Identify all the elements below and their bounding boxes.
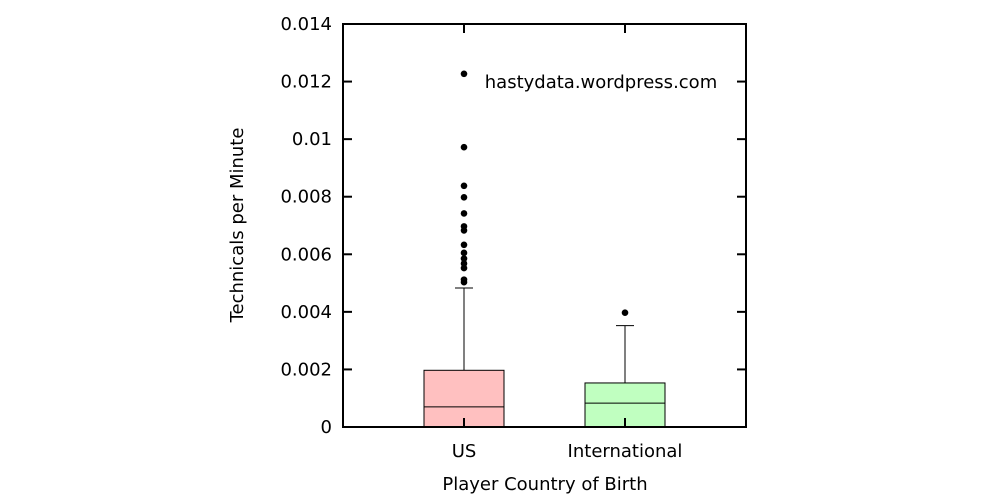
box-iqr: [423, 369, 505, 428]
outlier-point: [460, 223, 468, 230]
outlier-point: [460, 260, 468, 267]
plot-border: [342, 23, 747, 428]
outlier-point: [460, 70, 468, 78]
y-tick-label: 0.004: [280, 302, 332, 323]
y-tick-label: 0.012: [280, 72, 332, 93]
outlier-point: [621, 309, 629, 317]
annotation-text: hastydata.wordpress.com: [485, 72, 717, 93]
y-axis-label: Technicals per Minute: [227, 128, 248, 324]
x-tick-label: US: [452, 441, 477, 462]
y-tick-label: 0.008: [280, 187, 332, 208]
outlier-point: [460, 182, 468, 190]
y-tick-label: 0: [321, 417, 332, 438]
y-tick-label: 0.006: [280, 244, 332, 265]
box-group-0: [423, 70, 505, 428]
outlier-point: [460, 241, 468, 249]
outlier-point: [460, 193, 468, 201]
x-tick-label: International: [568, 441, 683, 462]
outlier-point: [460, 249, 468, 257]
y-tick-label: 0.014: [280, 14, 332, 35]
outlier-point: [460, 276, 468, 283]
y-tick-label: 0.002: [280, 359, 332, 380]
outlier-point: [460, 210, 468, 217]
plot-frame: 0 0.002 0.004 0.006 0.008 0.01 0.012 0.014 US Int…: [280, 14, 747, 462]
outlier-point: [460, 255, 468, 262]
plot-area: [423, 70, 666, 428]
outlier-point: [460, 143, 468, 151]
y-tick-label: 0.01: [292, 129, 332, 150]
x-axis-label: Player Country of Birth: [442, 474, 647, 495]
outlier-point: [460, 264, 468, 272]
box-group-1: [584, 309, 666, 428]
